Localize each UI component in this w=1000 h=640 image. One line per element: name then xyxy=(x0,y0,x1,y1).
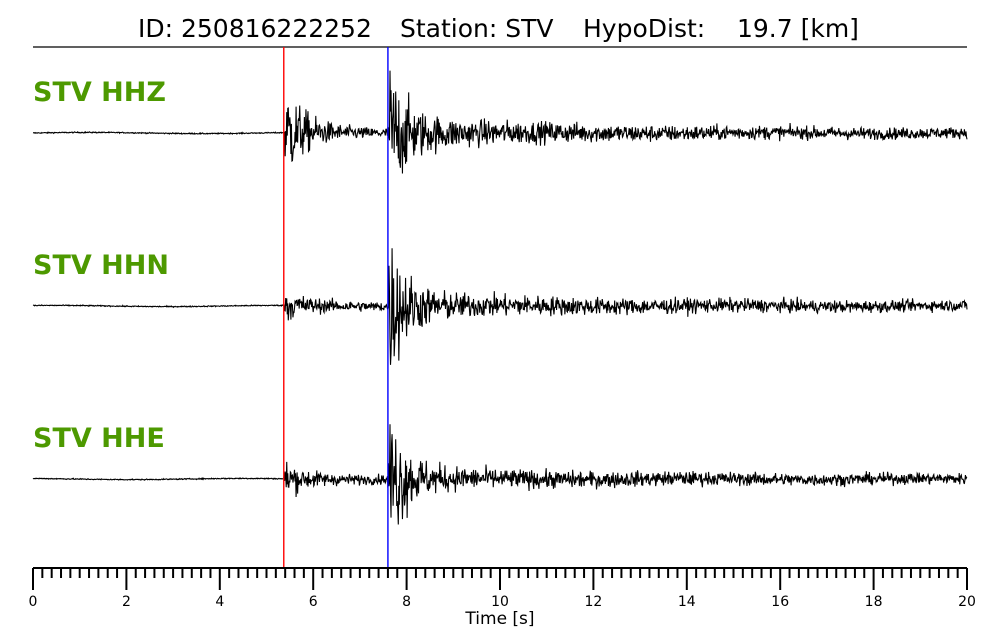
figure-title: ID: 250816222252 Station: STV HypoDist: … xyxy=(138,14,859,43)
x-tick-label: 2 xyxy=(122,594,131,610)
channel-label-0: STV HHZ xyxy=(33,77,166,108)
channel-label-1: STV HHN xyxy=(33,250,169,281)
waveform-1 xyxy=(32,248,968,365)
event-id-title: ID: 250816222252 xyxy=(138,14,372,43)
x-tick-label: 8 xyxy=(402,594,411,610)
x-tick-label: 18 xyxy=(865,594,883,610)
x-tick-label: 6 xyxy=(309,594,318,610)
x-tick-label: 16 xyxy=(771,594,789,610)
channel-label-2: STV HHE xyxy=(33,423,165,454)
trace-panel: STV HHZ STV HHN STV HHE xyxy=(32,70,968,525)
station-title: Station: STV xyxy=(400,14,554,43)
x-tick-label: 20 xyxy=(958,594,976,610)
x-tick-label: 4 xyxy=(215,594,224,610)
waveform-2 xyxy=(32,424,968,525)
phase-picks xyxy=(283,47,389,568)
x-axis-label: Time [s] xyxy=(464,609,534,629)
x-tick-label: 0 xyxy=(29,594,38,610)
time-axis: 0 2 4 6 8 10 12 14 16 18 20 xyxy=(29,567,976,610)
waveform-0 xyxy=(32,70,968,174)
hypodist-title: HypoDist: 19.7 [km] xyxy=(583,14,859,43)
x-tick-label: 12 xyxy=(584,594,602,610)
x-tick-label: 14 xyxy=(678,594,696,610)
x-tick-label: 10 xyxy=(491,594,509,610)
